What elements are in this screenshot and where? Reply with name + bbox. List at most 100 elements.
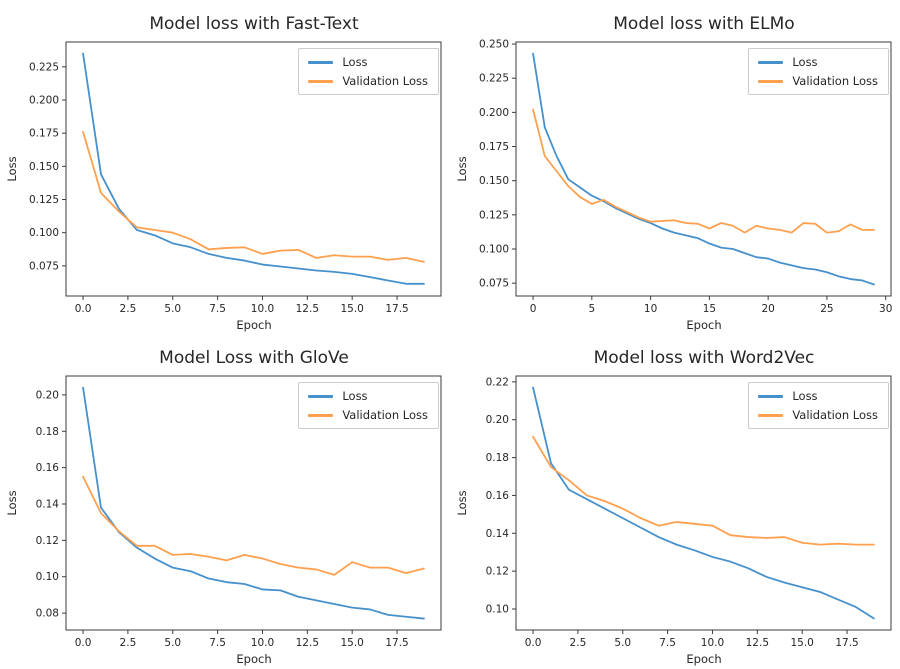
x-tick-label: 10 — [644, 303, 657, 315]
chart-elmo-svg: Model loss with ELMo Epoch Loss 0 5 10 15 20… — [455, 14, 892, 332]
legend-label: Loss — [342, 389, 368, 403]
chart-title: Model loss with Fast-Text — [149, 14, 359, 34]
x-tick-label: 0.0 — [525, 637, 542, 649]
y-tick-label: 0.12 — [486, 566, 509, 578]
y-tick-label: 0.20 — [36, 389, 59, 401]
validation-loss-line — [82, 130, 425, 263]
x-tick-label: 12.5 — [296, 637, 319, 649]
x-tick-label: 12.5 — [296, 303, 319, 315]
chart-title: Model Loss with GloVe — [159, 348, 349, 368]
y-tick-label: 0.075 — [29, 260, 59, 272]
figure-fast-text: Model loss with Fast-Text Epoch Loss 0.0… — [0, 0, 450, 334]
figure-word2vec: Model loss with Word2Vec Epoch Loss 0.0 2… — [450, 334, 900, 668]
y-tick-label: 0.150 — [479, 175, 509, 187]
legend: Loss Validation Loss — [748, 48, 889, 95]
y-tick-label: 0.12 — [36, 535, 59, 547]
y-tick-label: 0.225 — [479, 73, 509, 85]
validation-loss-line-swatch — [758, 79, 784, 83]
y-tick-label: 0.100 — [479, 243, 509, 255]
x-tick-label: 25 — [820, 303, 833, 315]
chart-title: Model loss with ELMo — [613, 14, 794, 34]
legend: Loss Validation Loss — [298, 382, 439, 429]
x-axis-label: Epoch — [236, 318, 271, 332]
legend-item-loss: Loss — [308, 389, 428, 403]
y-tick-label: 0.10 — [486, 603, 509, 615]
x-axis-label: Epoch — [236, 652, 271, 666]
figure-elmo: Model loss with ELMo Epoch Loss 0 5 10 15 20… — [450, 0, 900, 334]
y-tick-label: 0.250 — [479, 39, 509, 51]
legend-item-validation-loss: Validation Loss — [308, 408, 428, 422]
x-tick-label: 10.0 — [251, 637, 274, 649]
legend-item-validation-loss: Validation Loss — [758, 74, 878, 88]
plot-frame — [515, 41, 892, 297]
y-tick-label: 0.175 — [29, 128, 59, 140]
x-tick-label: 15.0 — [790, 637, 813, 649]
y-axis-label: Loss — [5, 156, 19, 181]
x-axis-label: Epoch — [686, 318, 721, 332]
plot-area: 0 5 10 15 20 25 30 0.075 0.100 0.125 0.150 0.175 0.2… — [479, 39, 892, 315]
loss-line — [532, 52, 875, 286]
plot-frame — [65, 375, 442, 631]
x-tick-label: 17.5 — [385, 637, 408, 649]
x-tick-label: 7.5 — [209, 637, 226, 649]
legend: Loss Validation Loss — [298, 48, 439, 95]
loss-line — [82, 52, 425, 285]
y-axis-label: Loss — [5, 490, 19, 515]
x-tick-label: 15.0 — [340, 637, 363, 649]
plot-area: 0.0 2.5 5.0 7.5 10.0 12.5 15.0 17.5 0.075 0.100 0.… — [29, 41, 442, 315]
legend-label: Validation Loss — [342, 74, 428, 88]
x-tick-label: 2.5 — [570, 637, 587, 649]
x-tick-label: 0.0 — [75, 303, 92, 315]
plot-area: 0.0 2.5 5.0 7.5 10.0 12.5 15.0 17.5 0.08 0.10 0.12… — [36, 375, 442, 649]
y-tick-label: 0.175 — [479, 141, 509, 153]
y-tick-label: 0.100 — [29, 227, 59, 239]
loss-line-swatch — [308, 394, 334, 398]
x-tick-label: 30 — [879, 303, 892, 315]
x-tick-label: 7.5 — [659, 637, 676, 649]
chart-fast-text-svg: Model loss with Fast-Text Epoch Loss 0.0… — [5, 14, 442, 332]
y-tick-label: 0.16 — [36, 462, 60, 474]
x-tick-label: 2.5 — [120, 303, 137, 315]
validation-loss-line — [532, 108, 875, 234]
y-tick-label: 0.16 — [486, 490, 510, 502]
x-tick-label: 5.0 — [614, 637, 631, 649]
y-tick-label: 0.10 — [36, 571, 59, 583]
validation-loss-line — [82, 475, 425, 576]
legend-item-validation-loss: Validation Loss — [308, 74, 428, 88]
x-tick-label: 7.5 — [209, 303, 226, 315]
y-tick-label: 0.14 — [36, 499, 60, 511]
x-tick-label: 17.5 — [835, 637, 858, 649]
legend-item-validation-loss: Validation Loss — [758, 408, 878, 422]
y-tick-label: 0.08 — [36, 608, 59, 620]
y-tick-label: 0.125 — [479, 209, 509, 221]
x-tick-label: 10.0 — [251, 303, 274, 315]
loss-line — [532, 386, 875, 620]
y-tick-label: 0.18 — [486, 452, 509, 464]
x-tick-label: 10.0 — [701, 637, 724, 649]
x-tick-label: 0 — [530, 303, 537, 315]
y-tick-label: 0.150 — [29, 161, 59, 173]
chart-word2vec-svg: Model loss with Word2Vec Epoch Loss 0.0 2… — [455, 348, 892, 666]
x-tick-label: 2.5 — [120, 637, 137, 649]
y-tick-label: 0.22 — [486, 376, 509, 388]
x-tick-label: 20 — [761, 303, 774, 315]
legend-label: Validation Loss — [792, 408, 878, 422]
y-axis-label: Loss — [455, 156, 469, 181]
x-axis-label: Epoch — [686, 652, 721, 666]
legend-label: Validation Loss — [342, 408, 428, 422]
loss-line-swatch — [758, 60, 784, 64]
figure-glove: Model Loss with GloVe Epoch Loss 0.0 2.5 5… — [0, 334, 450, 668]
y-tick-label: 0.18 — [36, 426, 59, 438]
plot-area: 0.0 2.5 5.0 7.5 10.0 12.5 15.0 17.5 0.10 0.12 0.14… — [486, 375, 892, 649]
x-tick-label: 5.0 — [164, 637, 181, 649]
y-axis-label: Loss — [455, 490, 469, 515]
y-tick-label: 0.14 — [486, 528, 510, 540]
legend-item-loss: Loss — [758, 389, 878, 403]
y-tick-label: 0.20 — [486, 414, 509, 426]
loss-line-swatch — [758, 394, 784, 398]
x-tick-label: 0.0 — [75, 637, 92, 649]
x-tick-label: 15 — [703, 303, 716, 315]
loss-line-swatch — [308, 60, 334, 64]
legend-item-loss: Loss — [758, 55, 878, 69]
chart-glove-svg: Model Loss with GloVe Epoch Loss 0.0 2.5 5… — [5, 348, 442, 666]
